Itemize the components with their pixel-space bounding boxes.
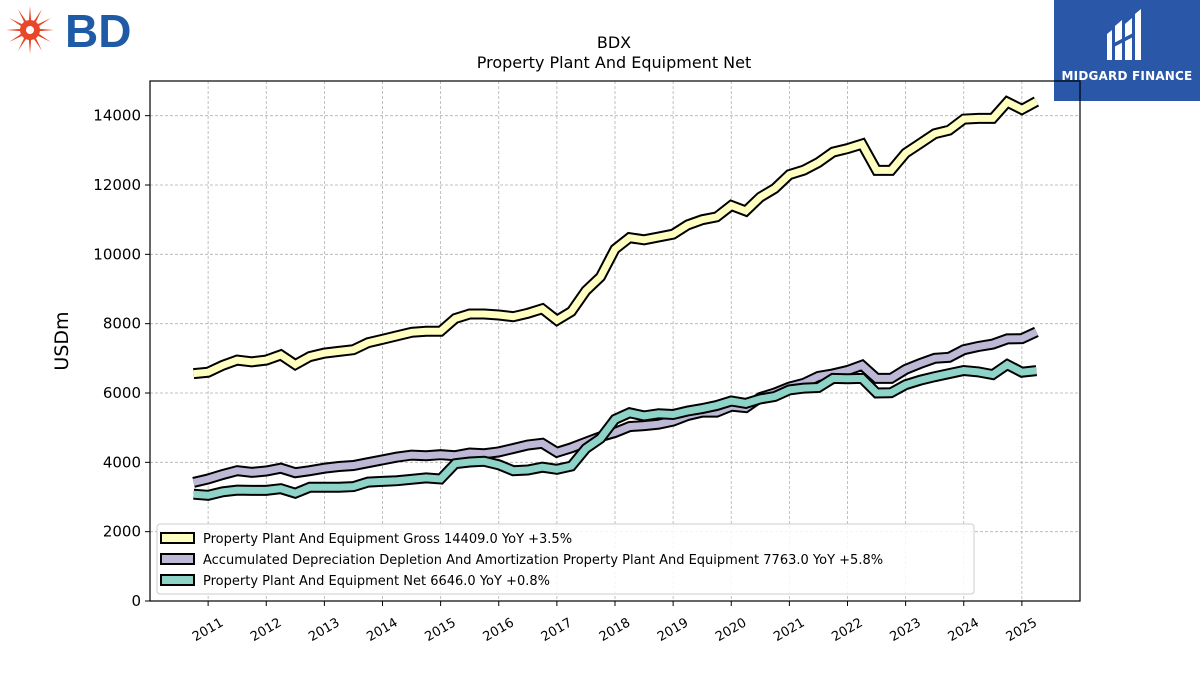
midgard-finance-wordmark: MIDGARD FINANCE [1061,69,1193,83]
y-axis-label: USDm [51,311,73,370]
y-tick-label: 4000 [103,453,141,471]
x-tick-label: 2024 [946,615,982,645]
x-tick-label: 2021 [771,615,807,645]
series-line-3 [193,358,1038,501]
legend-label: Property Plant And Equipment Net 6646.0 … [203,574,550,589]
y-tick-label: 6000 [103,384,141,402]
x-tick-label: 2019 [655,615,691,645]
x-tick-label: 2011 [190,615,226,645]
legend-label: Accumulated Depreciation Depletion And A… [203,553,883,568]
series-line-2 [192,326,1039,488]
sunburst-icon [6,6,54,54]
x-tick-label: 2018 [597,615,633,645]
y-tick-label: 0 [131,592,141,610]
legend: Property Plant And Equipment Gross 14409… [156,523,975,595]
y-tick-label: 12000 [93,176,141,194]
bd-logo-text: BD [65,5,131,56]
bd-company-logo: BD [5,4,145,57]
x-tick-label: 2013 [306,615,342,645]
grid-lines [150,81,1080,602]
chart-title: BDX [597,33,631,52]
x-tick-label: 2015 [422,615,458,645]
legend-box [156,523,975,595]
y-tick-label: 10000 [93,245,141,263]
x-tick-label: 2012 [248,615,284,645]
series-line-1 [193,95,1040,380]
series-layer [192,95,1040,501]
chart-subtitle: Property Plant And Equipment Net [477,53,752,72]
x-tick-label: 2025 [1004,615,1040,645]
bd-logo-graphic: BD [6,5,131,57]
y-tick-label: 14000 [93,107,141,125]
y-tick-label: 8000 [103,315,141,333]
x-tick-label: 2017 [539,615,575,645]
x-tick-label: 2022 [829,615,865,645]
midgard-emblem-icon [1107,9,1141,60]
legend-swatch [160,553,195,565]
x-tick-label: 2023 [887,615,923,645]
x-tick-label: 2014 [364,615,400,645]
legend-swatch [160,532,195,544]
x-tick-label: 2016 [481,615,517,645]
y-tick-label: 2000 [103,523,141,541]
midgard-finance-logo: MIDGARD FINANCE [1054,0,1200,101]
legend-swatch [160,574,195,586]
x-tick-label: 2020 [713,615,749,645]
legend-label: Property Plant And Equipment Gross 14409… [203,532,572,547]
